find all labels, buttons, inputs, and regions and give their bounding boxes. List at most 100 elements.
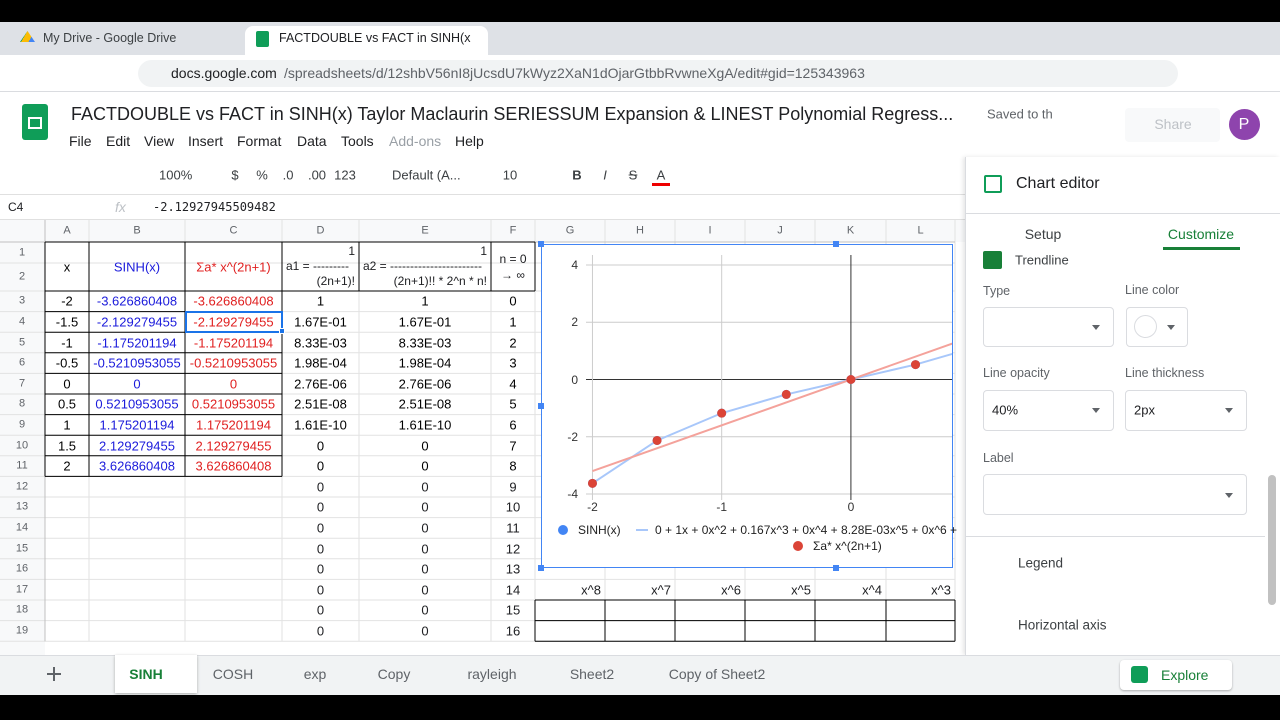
cell[interactable]: 1.67E-01 [294,314,347,330]
cell[interactable]: 0 [421,438,429,453]
cell[interactable]: x^3 [931,582,951,598]
cell[interactable]: 0 [63,376,71,392]
sheet-tab[interactable]: SINH [129,666,163,682]
cell[interactable]: 0 [316,602,325,618]
cell[interactable]: 2.76E-06 [294,376,347,392]
menu-item[interactable]: View [144,133,175,149]
cell[interactable]: 16 [505,623,521,639]
cell[interactable]: 0 [316,623,325,639]
cell[interactable]: 3.626860408 [195,458,272,474]
omnibox[interactable] [138,60,1178,87]
avatar[interactable] [1229,109,1260,140]
cell[interactable]: 8 [509,458,517,474]
cell[interactable]: 0 [421,520,429,536]
active-tab[interactable] [245,26,488,55]
cell[interactable]: 0 [421,623,429,639]
share-button[interactable] [1125,108,1220,142]
menu-item[interactable]: File [69,133,92,149]
cell[interactable]: 5 [509,396,517,412]
cell[interactable]: 8.33E-03 [294,335,347,350]
cell[interactable]: -2 [61,293,73,309]
cell[interactable]: x^6 [721,582,741,598]
toolbar-item[interactable]: 10 [502,167,518,183]
cell[interactable]: x^5 [791,582,811,598]
active-sheet-tab[interactable] [115,655,197,693]
cell[interactable]: -3.626860408 [96,293,178,309]
cell[interactable]: x^4 [862,582,882,598]
cell[interactable]: 0 [316,499,325,515]
cell[interactable]: 0 [421,541,429,556]
menu-item[interactable]: Data [297,133,327,149]
cell[interactable]: -1.175201194 [193,335,274,350]
sheet-tab[interactable]: Copy of Sheet2 [668,666,766,682]
cell[interactable]: 1 [63,417,71,433]
cell[interactable]: 2.129279455 [99,438,175,453]
section-header[interactable]: Horizontal axis [1018,617,1107,633]
chart-box[interactable] [541,244,953,568]
cell[interactable]: 0 [421,499,429,515]
cell[interactable]: 1.5 [57,438,77,453]
menu-item[interactable]: Format [237,133,282,149]
cell[interactable]: 0 [316,561,325,577]
cell[interactable]: 6 [509,417,517,433]
cell[interactable]: -0.5210953055 [93,355,181,371]
add-sheet[interactable] [47,667,61,681]
cell[interactable]: 1 [316,293,325,309]
cell[interactable]: 2.129279455 [195,438,272,453]
cell[interactable]: -0.5 [55,355,79,371]
sheet-tab[interactable]: COSH [212,666,254,682]
cell[interactable]: 0 [316,582,325,598]
cell[interactable]: 1.175201194 [99,417,175,433]
cell[interactable]: 0 [421,602,429,618]
cell[interactable]: 0.5210953055 [95,396,179,412]
menu-item[interactable]: Tools [341,133,374,149]
cell[interactable]: 1.98E-04 [398,355,452,371]
cell[interactable]: 1.98E-04 [294,355,347,371]
type-dropdown[interactable] [983,307,1114,347]
checkbox[interactable] [983,251,1002,269]
cell[interactable]: 2 [63,458,71,474]
cell[interactable]: -1 [61,335,73,350]
cell[interactable]: 0 [421,458,429,474]
cell[interactable]: 1.61E-10 [398,417,452,433]
cell[interactable]: 0 [509,293,517,309]
cell[interactable]: 8.33E-03 [398,335,452,350]
cell[interactable]: -2.129279455 [193,314,274,330]
cell[interactable]: -1.175201194 [97,335,177,350]
toolbar-item[interactable]: .00 [307,167,327,183]
cell[interactable]: -3.626860408 [193,293,274,309]
cell[interactable]: -1.5 [55,314,79,330]
toolbar-item[interactable]: S [628,167,638,183]
menu-item[interactable]: Insert [188,133,224,149]
toolbar-item[interactable]: .0 [282,167,294,183]
toolbar-item[interactable]: I [603,167,607,183]
sheet-tab[interactable]: rayleigh [467,666,517,682]
toolbar-item[interactable]: A [656,167,666,183]
cell[interactable]: 0 [421,582,429,598]
menu-item[interactable]: Edit [106,133,131,149]
color-dropdown[interactable] [1126,307,1188,347]
label-dropdown[interactable] [983,474,1247,515]
cell[interactable]: 0.5 [57,396,77,412]
sheet-tab[interactable]: Copy [377,666,411,682]
cell[interactable]: 2.51E-08 [398,396,452,412]
editor-tab[interactable]: Customize [1167,226,1235,242]
toolbar-item[interactable]: $ [231,167,239,183]
cell[interactable]: 11 [506,520,520,536]
tab-title[interactable]: My Drive - Google Drive [43,30,177,45]
section-header[interactable]: Legend [1018,555,1064,571]
toolbar-item[interactable]: % [256,167,268,183]
cell[interactable]: 3 [509,355,517,371]
menu-item[interactable]: Add-ons [389,133,442,149]
toolbar-item[interactable]: Default (A... [392,167,461,183]
tab-title[interactable]: FACTDOUBLE vs FACT in SINH(x [279,30,471,45]
thickness-dropdown[interactable] [1125,390,1247,431]
cell[interactable]: -0.5210953055 [189,355,278,371]
cell[interactable]: 2 [509,335,517,350]
cell[interactable]: x^8 [581,582,601,598]
cell[interactable]: 3.626860408 [99,458,175,474]
cell[interactable]: 0 [316,438,325,453]
cell[interactable]: 15 [505,602,521,618]
toolbar-item[interactable]: 123 [334,167,356,183]
cell[interactable]: 9 [509,479,517,495]
